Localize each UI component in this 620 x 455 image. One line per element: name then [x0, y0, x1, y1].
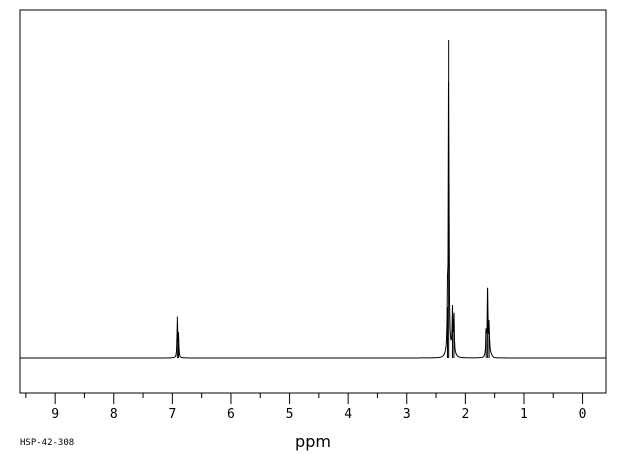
x-tick-label-0: 0 [579, 407, 587, 422]
x-tick-label-4: 4 [344, 407, 352, 422]
x-axis-ticks [54, 393, 584, 404]
x-axis-label: ppm [295, 432, 331, 451]
x-tick-label-1: 1 [520, 407, 528, 422]
spectrum-code-label: HSP-42-308 [20, 438, 74, 448]
x-tick-label-3: 3 [403, 407, 411, 422]
x-tick-label-6: 6 [227, 407, 235, 422]
x-axis-minor-ticks [25, 393, 554, 398]
plot-frame [19, 9, 607, 394]
x-tick-label-5: 5 [286, 407, 294, 422]
x-tick-label-2: 2 [461, 407, 469, 422]
peak-marks [176, 40, 490, 358]
spectrum-trace [20, 81, 606, 359]
x-tick-label-9: 9 [51, 407, 59, 422]
x-tick-label-7: 7 [168, 407, 176, 422]
x-tick-label-8: 8 [110, 407, 118, 422]
x-axis-tick-labels: 9 8 7 6 5 4 3 2 1 0 [51, 407, 586, 422]
